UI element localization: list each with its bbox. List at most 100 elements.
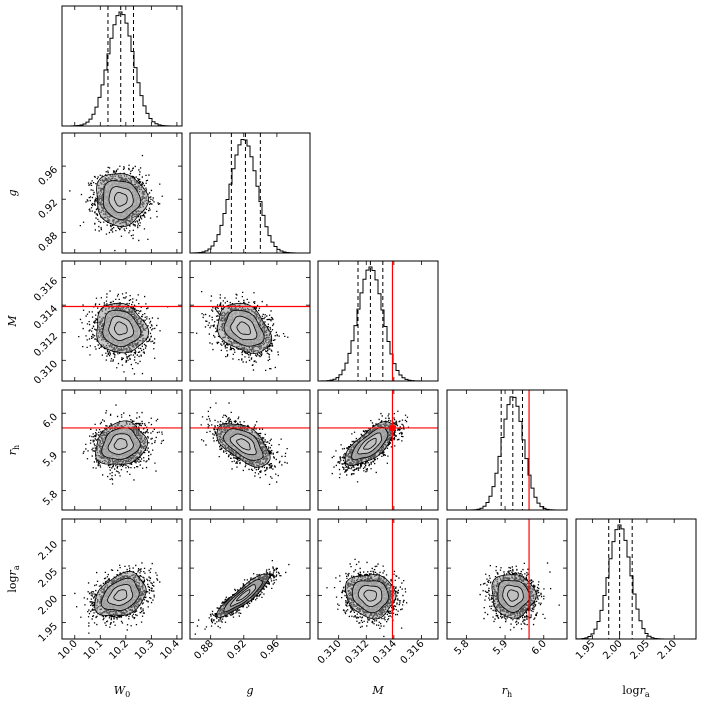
ytick-label-M-0: 0.310 — [32, 359, 60, 387]
ticks-2-1 — [190, 261, 310, 381]
scatter-content-W0-rh — [82, 404, 165, 485]
contour-M-logra-3 — [363, 589, 377, 602]
scatter-content-M-rh — [331, 410, 410, 483]
yaxis-label-g: g — [6, 189, 19, 196]
xtick-label-M-2: 0.314 — [371, 638, 399, 666]
ytick-label-M-1: 0.312 — [32, 331, 60, 359]
contour-g-logra-3 — [236, 589, 251, 602]
ticks-4-2 — [318, 519, 438, 639]
scatter-panel-g-M — [189, 260, 311, 382]
xtick-label-logra-3: 2.10 — [656, 638, 680, 662]
xtick-label-M-1: 0.312 — [343, 638, 371, 666]
xaxis-label-logra: logra — [622, 684, 649, 699]
ticks-4-0 — [62, 519, 182, 639]
scatter-frame-W0-g — [61, 132, 183, 254]
scatter-panel-M-logra — [317, 518, 439, 640]
contour-g-M-3 — [236, 321, 251, 335]
xtick-label-W0-0: 10.0 — [56, 638, 80, 662]
scatter-frame-g-logra — [189, 518, 311, 640]
scatter-content-g-logra — [194, 560, 290, 635]
hist-frame-W0 — [61, 5, 183, 127]
contour-W0-logra-3 — [113, 589, 128, 602]
hist-line-rh — [447, 396, 567, 510]
contour-rh-logra-3 — [507, 589, 519, 602]
xtick-label-g-0: 0.88 — [192, 638, 216, 662]
ticks-2-0 — [62, 261, 182, 381]
hist-panel-logra — [575, 518, 697, 640]
hist-line-logra — [576, 524, 696, 639]
ytick-label-M-2: 0.314 — [32, 303, 60, 331]
scatter-panel-g-logra — [189, 518, 311, 640]
xtick-label-M-3: 0.316 — [399, 638, 427, 666]
hist-panel-rh — [446, 389, 568, 511]
xtick-label-logra-1: 2.00 — [601, 638, 625, 662]
ytick-label-g-1: 0.92 — [37, 198, 61, 222]
xtick-label-W0-3: 10.3 — [133, 638, 157, 662]
ytick-label-M-3: 0.316 — [32, 276, 60, 304]
ticks-3-0 — [62, 390, 182, 510]
ytick-label-g-0: 0.88 — [37, 231, 61, 255]
scatter-frame-M-rh — [317, 389, 439, 511]
scatter-content-g-M — [196, 291, 289, 371]
xtick-label-W0-4: 10.4 — [158, 638, 182, 662]
scatter-panel-W0-rh — [61, 389, 183, 511]
hist-line-g — [190, 139, 310, 253]
hist-frame-M — [317, 260, 439, 382]
ytick-label-logra-2: 2.05 — [37, 566, 61, 590]
hist-panel-W0 — [61, 5, 183, 127]
scatter-panel-W0-M — [61, 260, 183, 382]
scatter-content-M-logra — [326, 558, 408, 638]
scatter-frame-rh-logra — [446, 518, 568, 640]
hist-panel-g — [189, 132, 311, 254]
ytick-label-logra-3: 2.10 — [37, 539, 61, 563]
hist-frame-rh — [446, 389, 568, 511]
scatter-content-W0-M — [78, 290, 169, 375]
contour-W0-M-3 — [114, 321, 128, 336]
ticks-4-4 — [591, 519, 675, 639]
hist-frame-g — [189, 132, 311, 254]
xaxis-label-M: M — [371, 684, 384, 697]
ytick-label-logra-1: 2.00 — [37, 594, 61, 618]
ticks-3-1 — [190, 390, 310, 510]
scatter-content-W0-logra — [74, 562, 161, 634]
ticks-0-0 — [74, 6, 178, 126]
scatter-content-g-rh — [200, 402, 288, 485]
xtick-label-g-2: 0.96 — [258, 638, 282, 662]
hist-line-W0 — [62, 11, 182, 126]
contour-W0-rh-3 — [113, 438, 128, 450]
contour-W0-g-3 — [114, 192, 128, 207]
truth-point-M-rh — [388, 424, 396, 432]
scatter-panel-rh-logra — [446, 518, 568, 640]
ticks-2-2 — [338, 261, 422, 381]
xtick-label-logra-0: 1.95 — [574, 638, 598, 662]
xaxis-label-rh: rh — [502, 684, 512, 699]
hist-frame-logra — [575, 518, 697, 640]
xtick-label-rh-1: 5.9 — [491, 638, 510, 657]
ticks-1-0 — [62, 133, 182, 253]
hist-panel-M — [317, 260, 439, 382]
ytick-label-logra-0: 1.95 — [37, 621, 61, 645]
scatter-frame-g-rh — [189, 389, 311, 511]
xtick-label-rh-2: 6.0 — [530, 638, 549, 657]
ticks-4-1 — [190, 519, 310, 639]
scatter-frame-g-M — [189, 260, 311, 382]
ytick-label-g-2: 0.96 — [37, 164, 61, 188]
xtick-label-W0-1: 10.1 — [82, 638, 106, 662]
ytick-label-rh-1: 5.9 — [41, 450, 60, 469]
scatter-content-W0-g — [69, 154, 163, 252]
ticks-4-3 — [447, 519, 567, 639]
xtick-label-rh-0: 5.8 — [452, 638, 471, 657]
ticks-3-2 — [318, 390, 438, 510]
yaxis-label-logra: logra — [6, 565, 21, 592]
scatter-panel-W0-g — [61, 132, 183, 254]
scatter-frame-M-logra — [317, 518, 439, 640]
xtick-label-W0-2: 10.2 — [107, 638, 131, 662]
ticks-3-3 — [465, 390, 545, 510]
contour-g-rh-3 — [236, 438, 251, 451]
scatter-panel-M-rh — [317, 389, 439, 511]
ticks-1-1 — [210, 133, 278, 253]
scatter-frame-W0-M — [61, 260, 183, 382]
scatter-panel-W0-logra — [61, 518, 183, 640]
ytick-label-rh-0: 5.8 — [41, 489, 60, 508]
